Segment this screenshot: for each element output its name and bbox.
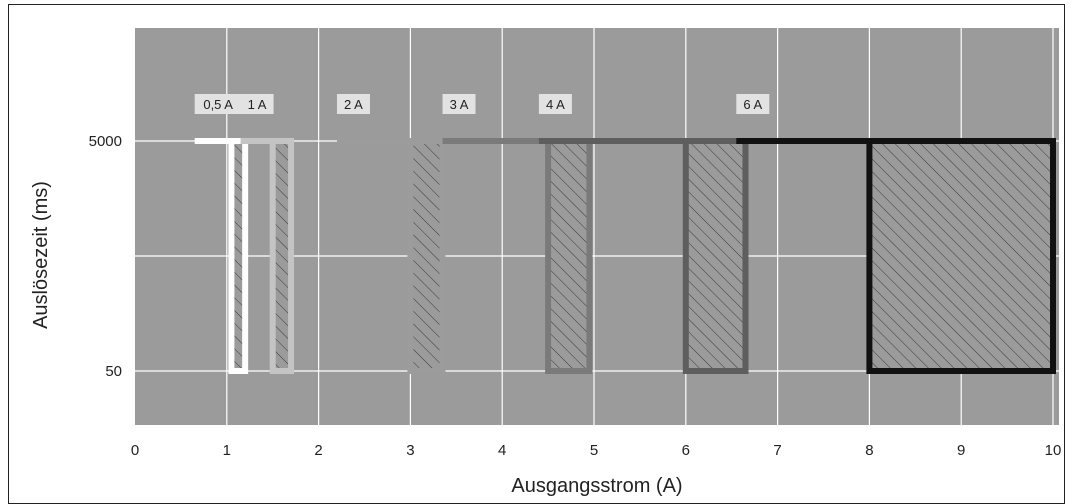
rating-label-text: 6 A [743,97,762,112]
x-tick-label: 3 [406,442,414,459]
rating-label-box [240,94,274,114]
trip-region [682,138,749,374]
rating-label: 0,5 A [194,94,242,114]
trip-region [545,138,593,374]
y-tick-label: 50 [105,363,122,380]
x-tick-label: 6 [682,442,690,459]
rating-label: 2 A [336,94,370,114]
rating-label-text: 1 A [248,97,267,112]
rating-label-text: 0,5 A [203,97,233,112]
rating-label-box [336,94,370,114]
x-tick-label: 8 [865,442,873,459]
x-tick-label: 7 [773,442,781,459]
rating-label: 6 A [736,94,770,114]
x-tick-label: 2 [314,442,322,459]
x-tick-label: 0 [131,442,139,459]
rating-label: 1 A [240,94,274,114]
trip-region [407,138,446,374]
rating-label: 4 A [538,94,572,114]
rating-label-box [442,94,476,114]
x-tick-label: 1 [223,442,231,459]
rating-label-text: 3 A [450,97,469,112]
rating-label-box [194,94,242,114]
rating-label-text: 4 A [546,97,565,112]
x-axis-title: Ausgangsstrom (A) [511,475,682,497]
rating-label-box [736,94,770,114]
x-tick-label: 5 [590,442,598,459]
x-tick-label: 4 [498,442,506,459]
y-axis-title: Auslösezeit (ms) [30,181,52,329]
trip-region [228,138,249,374]
x-tick-label: 10 [1045,442,1062,459]
trip-region [866,138,1057,374]
rating-label: 3 A [442,94,476,114]
rating-label-box [538,94,572,114]
trip-region [269,138,295,374]
x-tick-label: 9 [957,442,965,459]
y-tick-label: 5000 [89,133,122,150]
rating-label-text: 2 A [344,97,363,112]
